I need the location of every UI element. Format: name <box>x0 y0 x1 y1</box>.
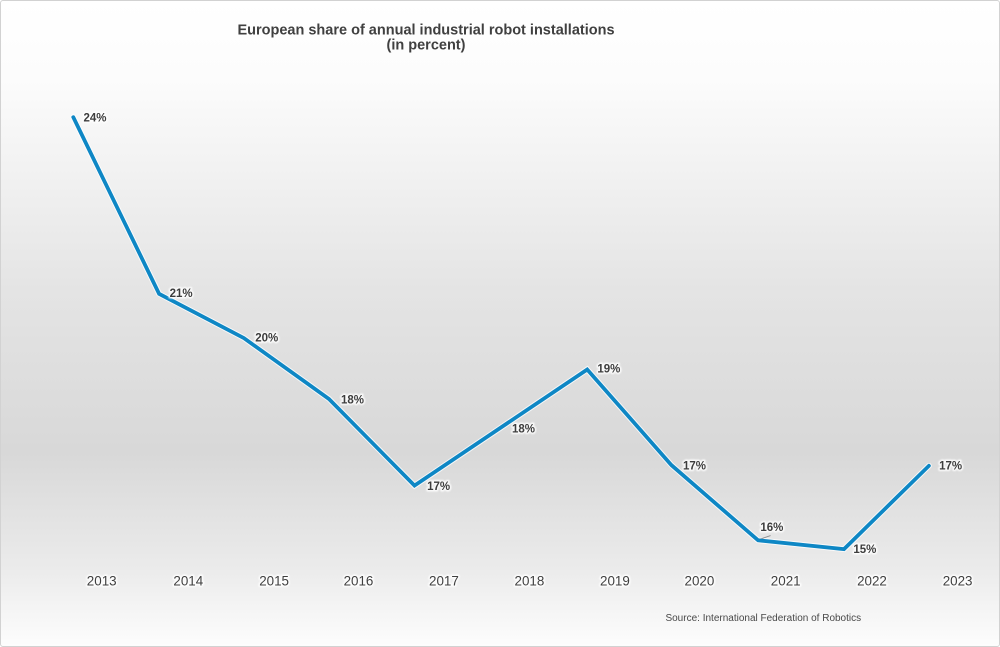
svg-text:2017: 2017 <box>429 574 459 589</box>
svg-text:24%: 24% <box>84 113 107 125</box>
svg-text:18%: 18% <box>341 395 364 407</box>
svg-text:2017: 2017 <box>429 574 459 589</box>
svg-text:17%: 17% <box>683 461 706 473</box>
svg-text:18%: 18% <box>512 424 535 436</box>
svg-text:16%: 16% <box>760 522 783 534</box>
svg-text:20%: 20% <box>255 332 278 344</box>
svg-text:17%: 17% <box>427 481 450 493</box>
svg-text:2021: 2021 <box>771 574 801 589</box>
svg-text:2021: 2021 <box>771 574 801 589</box>
svg-text:15%: 15% <box>853 544 876 556</box>
svg-text:2015: 2015 <box>259 574 289 589</box>
svg-text:21%: 21% <box>170 288 193 300</box>
svg-text:2022: 2022 <box>857 574 887 589</box>
svg-text:24%: 24% <box>84 113 107 125</box>
svg-text:17%: 17% <box>939 461 962 473</box>
svg-text:2023: 2023 <box>943 574 973 589</box>
svg-text:Source: International Federati: Source: International Federation of Robo… <box>665 613 861 624</box>
svg-text:2019: 2019 <box>600 574 630 589</box>
svg-text:18%: 18% <box>341 395 364 407</box>
svg-text:17%: 17% <box>427 481 450 493</box>
svg-text:17%: 17% <box>683 461 706 473</box>
svg-text:19%: 19% <box>597 363 620 375</box>
svg-text:2019: 2019 <box>600 574 630 589</box>
svg-text:2015: 2015 <box>259 574 289 589</box>
svg-text:2018: 2018 <box>515 574 545 589</box>
svg-text:2014: 2014 <box>173 574 203 589</box>
svg-text:2023: 2023 <box>943 574 973 589</box>
svg-text:2013: 2013 <box>87 574 117 589</box>
svg-text:15%: 15% <box>853 544 876 556</box>
svg-text:2016: 2016 <box>344 574 374 589</box>
svg-text:2016: 2016 <box>344 574 374 589</box>
svg-text:16%: 16% <box>760 522 783 534</box>
svg-text:(in percent): (in percent) <box>387 37 466 53</box>
svg-text:21%: 21% <box>170 288 193 300</box>
svg-text:18%: 18% <box>512 424 535 436</box>
svg-text:20%: 20% <box>255 332 278 344</box>
svg-text:2020: 2020 <box>685 574 715 589</box>
svg-text:17%: 17% <box>939 461 962 473</box>
svg-text:European share of annual indus: European share of annual industrial robo… <box>237 22 614 38</box>
svg-text:2013: 2013 <box>87 574 117 589</box>
svg-text:2018: 2018 <box>515 574 545 589</box>
svg-text:2014: 2014 <box>173 574 203 589</box>
svg-text:19%: 19% <box>597 363 620 375</box>
svg-text:2022: 2022 <box>857 574 887 589</box>
svg-text:2020: 2020 <box>685 574 715 589</box>
